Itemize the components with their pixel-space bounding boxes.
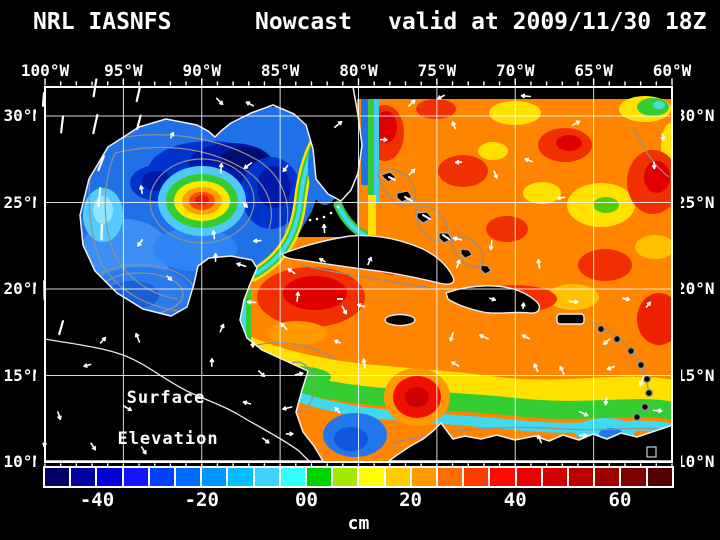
lon-tick-label: 90°W (182, 61, 222, 80)
colorbar-tick-label: 00 (295, 489, 318, 511)
lon-tick-label: 95°W (104, 61, 143, 80)
colorbar (43, 466, 674, 488)
colorbar-cell (278, 468, 306, 486)
model-name: NRL IASNFS (33, 9, 172, 35)
colorbar-tick-label: 60 (608, 489, 632, 511)
lat-tick-label: 25°N (3, 192, 42, 212)
colorbar-tick-label: 40 (503, 489, 527, 511)
lat-tick-label: 30°N (676, 106, 715, 125)
colorbar-cell (226, 468, 253, 486)
trinidad (646, 446, 657, 458)
colorbar-cell (619, 468, 646, 486)
colorbar-cell (383, 468, 410, 486)
colorbar-cell (567, 468, 594, 486)
colorbar-tick-label: 20 (399, 489, 422, 511)
graticule-gridlines (45, 87, 672, 462)
lat-tick-label: 30°N (3, 106, 42, 125)
colorbar-cell (252, 468, 279, 486)
lat-tick-label: 10°N (3, 452, 42, 471)
lon-tick-label: 60°W (652, 61, 692, 80)
valid-time: valid at 2009/11/30 18Z (388, 9, 707, 35)
lon-tick-label: 70°W (495, 61, 535, 80)
colorbar-cell (409, 468, 437, 486)
north-america-coastline (44, 86, 363, 462)
lon-tick-label: 100°W (20, 61, 70, 80)
field-label-surface: Surface (126, 388, 206, 408)
colorbar-cell (436, 468, 463, 486)
colorbar-cell (174, 468, 201, 486)
lat-tick-label: 15°N (3, 365, 42, 385)
lat-tick-label: 20°N (676, 279, 715, 298)
colorbar-cell (593, 468, 620, 486)
map-canvas (36, 78, 681, 471)
colorbar-cell (200, 468, 227, 486)
jamaica (384, 313, 416, 327)
colorbar-tick-label: -20 (184, 489, 219, 511)
colorbar-tick-label: -40 (79, 489, 115, 511)
field-label-elevation: Elevation (117, 429, 219, 449)
colorbar-cell (540, 468, 568, 486)
colorbar-cell (645, 468, 672, 486)
latitude-axis-right: 30°N 25°N 20°N 15°N 10°N (676, 0, 720, 540)
colorbar-unit: cm (347, 513, 370, 534)
lat-tick-label: 10°N (676, 452, 715, 471)
map-frame (44, 86, 673, 463)
puerto-rico (556, 313, 585, 325)
pacific-coastline (44, 338, 310, 462)
land-masses (44, 86, 674, 462)
colorbar-cell (305, 468, 332, 486)
lat-tick-label: 20°N (3, 279, 42, 298)
lesser-antilles (596, 324, 654, 422)
south-america-coastline (388, 422, 674, 462)
longitude-axis: 100°W 95°W 90°W 85°W 80°W 75°W 70°W 65°W 60°W (0, 61, 720, 81)
colorbar-cell (147, 468, 175, 486)
lon-tick-label: 75°W (417, 61, 457, 80)
lat-tick-label: 25°N (676, 192, 715, 212)
product-type: Nowcast (255, 9, 352, 35)
colorbar-cell (357, 468, 384, 486)
colorbar-cell (121, 468, 148, 486)
colorbar-cell (95, 468, 122, 486)
colorbar-cell (462, 468, 489, 486)
lon-tick-label: 65°W (574, 61, 613, 80)
colorbar-cell (331, 468, 358, 486)
colorbar-tick-labels: -40 -20 00 20 40 60 (45, 489, 672, 513)
current-vectors (41, 78, 666, 455)
colorbar-cell (514, 468, 541, 486)
lat-tick-label: 15°N (676, 365, 715, 385)
florida-keys (308, 205, 340, 222)
colorbar-cell (45, 468, 70, 486)
colorbar-cell (69, 468, 96, 486)
lon-tick-label: 85°W (260, 61, 300, 80)
colorbar-cell (488, 468, 515, 486)
latitude-axis-left: 30°N 25°N 20°N 15°N 10°N (2, 0, 42, 540)
bahamas-islands (388, 176, 450, 240)
lon-tick-label: 80°W (339, 61, 378, 80)
